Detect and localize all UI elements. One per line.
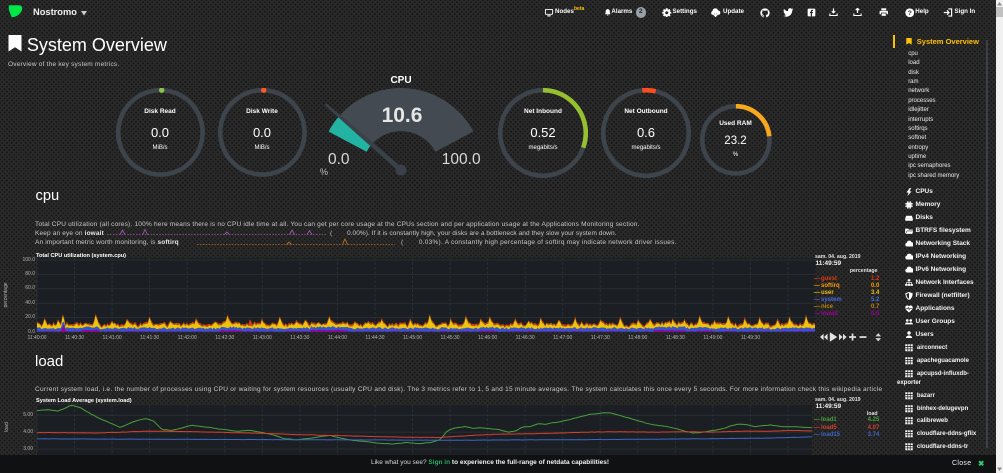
svg-text:?: ? bbox=[907, 10, 911, 17]
